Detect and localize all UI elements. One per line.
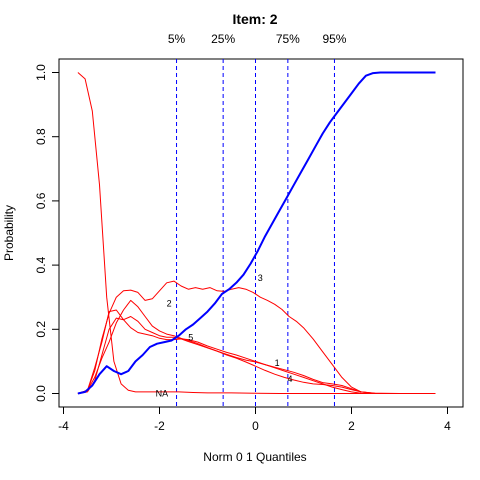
x-axis-title: Norm 0 1 Quantiles [203, 450, 306, 464]
y-tick-label: 0.2 [34, 321, 48, 338]
y-tick-label: 0.8 [34, 128, 48, 145]
series-line-3 [77, 71, 436, 395]
y-tick-label: 0.4 [34, 256, 48, 273]
x-tick-label: -2 [154, 419, 165, 433]
series-label-5: 5 [188, 332, 193, 342]
series-line-4 [77, 299, 436, 394]
quantile-label-3: 75% [276, 32, 300, 46]
series-label-4: 4 [288, 374, 293, 384]
quantile-label-1: 5% [168, 32, 186, 46]
series-line-1 [77, 309, 436, 394]
quantile-label-4: 95% [322, 32, 346, 46]
series-label-2: 2 [167, 299, 172, 309]
quantile-lines [176, 59, 335, 407]
y-tick-label: 1.0 [34, 64, 48, 81]
series-label-na: NA [156, 389, 169, 399]
series-lines [77, 71, 436, 395]
series-label-1: 1 [275, 358, 280, 368]
x-tick-label: 0 [252, 419, 259, 433]
x-tick-label: 2 [348, 419, 355, 433]
chart-title: Item: 2 [232, 11, 277, 27]
series-label-3: 3 [258, 273, 263, 283]
quantile-label-2: 25% [211, 32, 235, 46]
y-tick-label: 0.0 [34, 385, 48, 402]
x-tick-label: -4 [58, 419, 69, 433]
quantile-labels: 5% 25% 75% 95% [168, 32, 347, 46]
y-tick-label: 0.6 [34, 192, 48, 209]
y-axis-title: Probability [2, 205, 16, 261]
series-line-5 [77, 317, 436, 394]
series-line-na [77, 72, 436, 394]
y-axis: 0.0 0.2 0.4 0.6 0.8 1.0 [34, 64, 60, 402]
x-axis: -4 -2 0 2 4 [58, 406, 451, 433]
series-line-2 [77, 280, 436, 394]
series-labels: 3 NA 2 5 14 [156, 273, 293, 399]
plot-frame [58, 58, 464, 408]
x-tick-label: 4 [444, 419, 451, 433]
